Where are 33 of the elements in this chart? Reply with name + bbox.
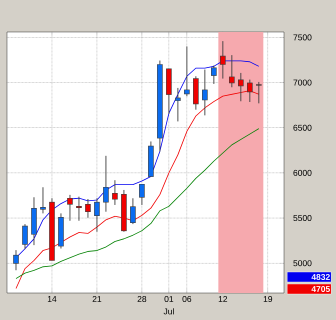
candlestick — [85, 198, 91, 218]
x-tick-label: 19 — [264, 296, 272, 302]
x-tick-label: 28 — [138, 296, 146, 302]
candlestick — [184, 46, 190, 97]
candlestick — [112, 180, 118, 206]
y-tick-label: 6500 — [293, 124, 312, 131]
candlestick — [94, 198, 100, 232]
x-tick-label: 01 — [164, 296, 174, 302]
y-tick-label: 5500 — [293, 215, 312, 222]
x-tick-label: 21 — [92, 296, 102, 302]
candlestick — [22, 224, 28, 250]
candlestick — [13, 250, 19, 271]
text: 4832 — [311, 274, 330, 280]
candlestick — [211, 65, 217, 84]
x-tick-label: 12 — [218, 296, 228, 302]
y-tick-label: 7500 — [293, 34, 312, 40]
candlestick — [130, 198, 136, 225]
candlestick — [202, 69, 208, 116]
candlestick — [220, 40, 226, 80]
candlestick — [40, 186, 46, 214]
text: Jul — [164, 308, 174, 314]
text: 4705 — [311, 286, 330, 292]
candlestick — [103, 155, 109, 212]
y-tick-label: 7000 — [293, 80, 312, 86]
candlestick — [139, 184, 145, 206]
x-tick-label: 06 — [182, 296, 192, 302]
candlestick — [76, 196, 82, 222]
y-tick-label: 5000 — [293, 260, 312, 266]
candlestick — [175, 87, 181, 122]
y-tick-label: 6000 — [293, 170, 312, 176]
candlestick — [229, 54, 235, 88]
candlestick — [67, 194, 73, 222]
x-tick-label: 14 — [48, 296, 56, 302]
